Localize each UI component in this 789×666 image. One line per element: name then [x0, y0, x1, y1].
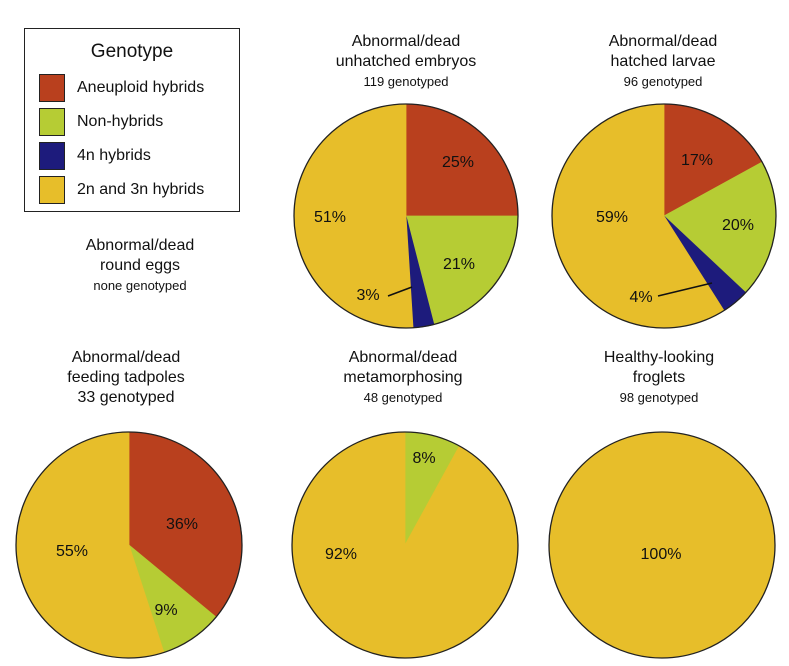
pie-title-line: unhatched embryos — [335, 53, 477, 70]
legend-swatch — [39, 176, 65, 204]
legend-title: Genotype — [90, 41, 174, 62]
legend-item-non-hybrids: Non-hybrids — [39, 107, 163, 137]
legend-label: 2n and 3n hybrids — [77, 181, 205, 198]
pie-slice-label: 100% — [641, 546, 682, 563]
pie-slice — [548, 431, 776, 659]
legend-swatch — [39, 108, 65, 136]
pie-outline — [15, 431, 243, 659]
round-eggs-line3: none genotyped — [93, 278, 187, 293]
pie-title-embryos: Abnormal/dead unhatched embryos 119 geno… — [286, 32, 526, 92]
legend-item-2n-3n: 2n and 3n hybrids — [39, 175, 204, 205]
pie-slice-label: 9% — [154, 602, 177, 619]
pie-slice-label: 92% — [325, 546, 357, 563]
pie-title-metamorphosing: Abnormal/dead metamorphosing 48 genotype… — [283, 348, 523, 408]
pie-slice — [293, 103, 414, 329]
pie-title-line: metamorphosing — [343, 369, 463, 386]
pie-outline — [551, 103, 777, 329]
pie-title-line: hatched larvae — [610, 53, 716, 70]
pie-slice-label: 17% — [681, 152, 713, 169]
round-eggs-line2: round eggs — [99, 257, 181, 274]
pie-title-line: Abnormal/dead — [348, 349, 458, 366]
legend-item-aneuploid: Aneuploid hybrids — [39, 73, 204, 103]
pie-title-line: feeding tadpoles — [67, 369, 185, 386]
pie-slice-label: 4% — [629, 289, 652, 306]
pie-slice-label: 59% — [596, 209, 628, 226]
pie-title-line: froglets — [632, 369, 686, 386]
pie-slice — [291, 431, 519, 659]
pie-title-froglets: Healthy-looking froglets 98 genotyped — [539, 348, 779, 408]
pie-genotyped: 119 genotyped — [363, 74, 449, 89]
pie-outline — [291, 431, 519, 659]
legend: Genotype Aneuploid hybrids Non-hybrids 4… — [24, 28, 240, 212]
pie-slice-label: 51% — [314, 209, 346, 226]
pie-slice-label: 20% — [722, 217, 754, 234]
legend-item-4n: 4n hybrids — [39, 141, 151, 171]
round-eggs-title: Abnormal/dead round eggs none genotyped — [20, 236, 260, 296]
pie-genotyped: 98 genotyped — [619, 390, 699, 405]
pie-slice-label: 36% — [166, 516, 198, 533]
pie-genotyped: 33 genotyped — [77, 389, 175, 406]
round-eggs-line1: Abnormal/dead — [85, 237, 195, 254]
legend-swatch — [39, 142, 65, 170]
pie-title-line: Abnormal/dead — [71, 349, 181, 366]
pie-title-tadpoles: Abnormal/dead feeding tadpoles 33 genoty… — [6, 348, 246, 408]
pie-slice-label: 8% — [412, 450, 435, 467]
pie-slice-label: 3% — [356, 287, 379, 304]
legend-label: 4n hybrids — [77, 147, 151, 164]
pie-slice-label: 21% — [443, 256, 475, 273]
pie-title-line: Abnormal/dead — [608, 33, 718, 50]
pie-title-line: Abnormal/dead — [351, 33, 461, 50]
pie-genotyped: 96 genotyped — [623, 74, 703, 89]
pie-slice-label: 25% — [442, 154, 474, 171]
legend-label: Non-hybrids — [77, 113, 164, 130]
legend-label: Aneuploid hybrids — [77, 79, 205, 96]
label-leader-line — [657, 282, 713, 297]
pie-outline — [293, 103, 519, 329]
pie-slice-label: 55% — [56, 543, 88, 560]
pie-title-larvae: Abnormal/dead hatched larvae 96 genotype… — [543, 32, 783, 92]
legend-swatch — [39, 74, 65, 102]
label-leader-line — [387, 286, 413, 297]
pie-title-line: Healthy-looking — [603, 349, 715, 366]
pie-genotyped: 48 genotyped — [363, 390, 443, 405]
